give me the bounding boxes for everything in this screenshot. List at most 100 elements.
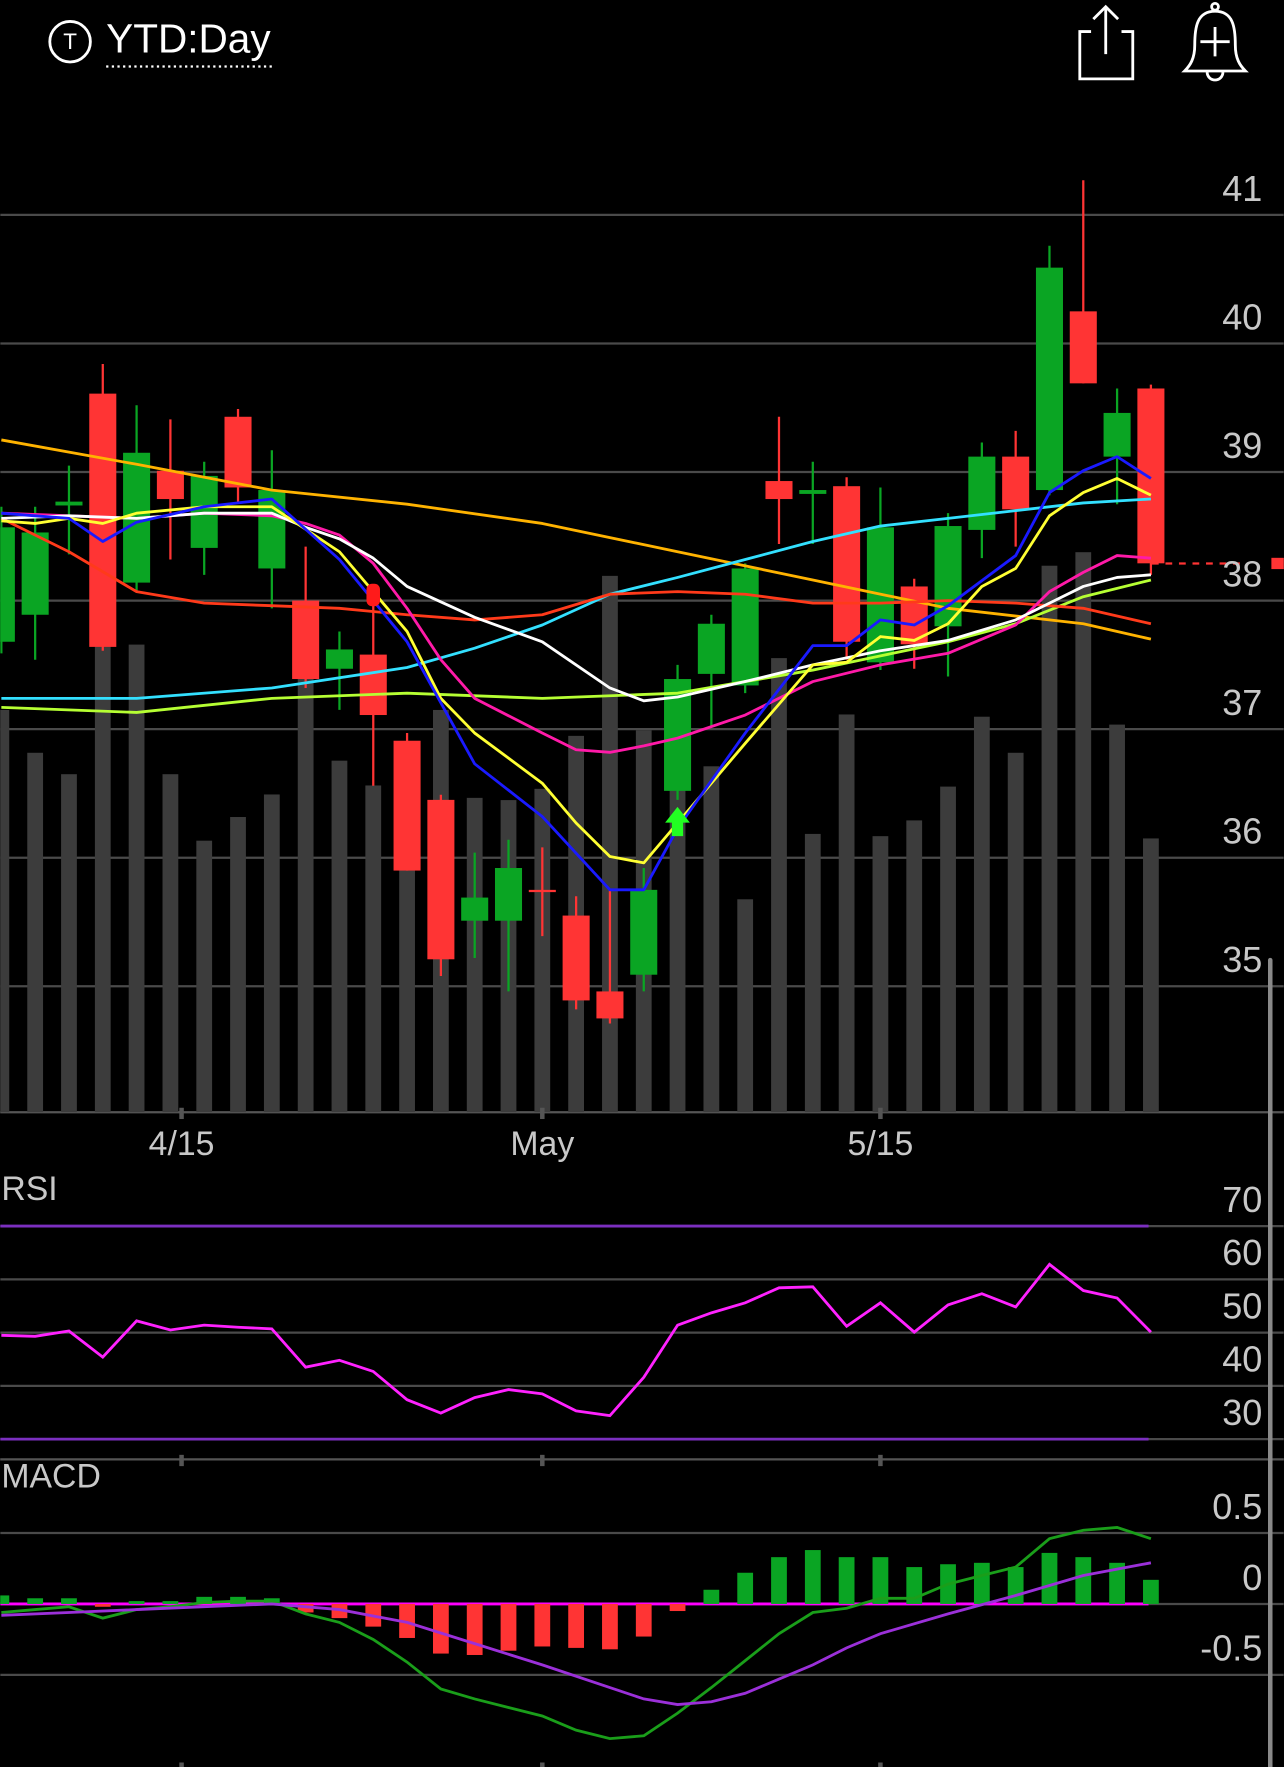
- macd-histogram-bar: [1041, 1552, 1058, 1604]
- volume-bar: [230, 817, 246, 1113]
- sell-signal-marker: [366, 583, 380, 607]
- candle-body: [55, 501, 83, 506]
- candle-body: [1002, 456, 1030, 510]
- volume-bar: [973, 716, 990, 1113]
- candle-body: [562, 915, 590, 1001]
- timeframe-title[interactable]: YTD:Day: [106, 15, 271, 61]
- macd-histogram-bar: [331, 1603, 348, 1619]
- candle-body: [224, 416, 252, 488]
- macd-histogram-bar: [500, 1603, 517, 1651]
- moving-average-line: [1, 497, 1151, 700]
- candle-body: [596, 991, 624, 1019]
- volume-bar: [331, 760, 348, 1113]
- volume-bar: [771, 658, 787, 1113]
- volume-bar: [534, 788, 551, 1113]
- y-tick-label: 40: [1222, 296, 1262, 337]
- moving-average-line: [1, 438, 1152, 641]
- macd-histogram-bar: [669, 1603, 686, 1612]
- y-tick-label: 38: [1222, 553, 1262, 594]
- candle-body: [731, 568, 759, 686]
- candle-body: [1035, 267, 1063, 491]
- macd-histogram-bar: [906, 1567, 923, 1604]
- moving-average-line: [1, 455, 1152, 892]
- volume-bar: [940, 786, 956, 1113]
- candle-body: [292, 600, 320, 680]
- moving-average-line: [1, 511, 1152, 754]
- macd-line: [1, 1561, 1152, 1706]
- volume-bar: [1109, 724, 1125, 1113]
- macd-histogram-bar: [703, 1589, 720, 1604]
- macd-panel: [0, 1525, 1284, 1741]
- candle-body: [156, 470, 184, 500]
- volume-bar: [804, 833, 821, 1113]
- rsi-panel: [0, 1224, 1284, 1441]
- rsi-line: [1, 1262, 1152, 1418]
- macd-histogram-bar: [0, 1595, 10, 1604]
- macd-histogram-bar: [94, 1603, 111, 1607]
- volume-bar: [94, 631, 111, 1113]
- volume-bar: [27, 752, 44, 1113]
- x-tick-label: May: [510, 1125, 574, 1163]
- macd-histogram-bar: [432, 1603, 449, 1654]
- candle-body: [1137, 388, 1165, 564]
- volume-bar: [128, 644, 145, 1113]
- macd-histogram-bar: [399, 1603, 415, 1638]
- y-tick-label: 40: [1222, 1339, 1262, 1380]
- candle-body: [1103, 412, 1131, 457]
- candle-body: [393, 740, 421, 871]
- macd-histogram-bar: [1143, 1579, 1159, 1604]
- buy-signal-marker: [665, 806, 690, 837]
- volume-bar: [1143, 838, 1159, 1113]
- volume-bar: [1041, 565, 1058, 1113]
- y-tick-label: 37: [1222, 682, 1262, 723]
- macd-histogram-bar: [838, 1557, 855, 1604]
- y-tick-label: 0.5: [1212, 1486, 1262, 1527]
- candle-body: [21, 532, 49, 615]
- macd-histogram-bar: [196, 1596, 213, 1604]
- candle-body: [0, 527, 15, 642]
- y-tick-label: 0: [1242, 1557, 1262, 1598]
- last-price-marker: [1271, 557, 1284, 570]
- candle-body: [325, 649, 353, 669]
- y-tick-label: 60: [1222, 1232, 1262, 1273]
- y-tick-label: 70: [1222, 1179, 1262, 1220]
- candle-body: [258, 490, 286, 569]
- volume-bar: [162, 774, 179, 1113]
- volume-bar: [838, 714, 855, 1113]
- share-button[interactable]: [1078, 4, 1135, 81]
- volume-bar: [0, 709, 10, 1113]
- x-tick-label: 5/15: [848, 1125, 914, 1163]
- candle-body: [427, 799, 455, 960]
- macd-histogram-bar: [27, 1598, 44, 1604]
- candle-body: [461, 897, 489, 921]
- macd-histogram-bar: [534, 1603, 551, 1647]
- macd-histogram-bar: [804, 1550, 821, 1604]
- candle-body: [799, 490, 827, 494]
- macd-histogram-bar: [297, 1603, 314, 1613]
- alert-button[interactable]: [1181, 1, 1249, 82]
- macd-histogram-bar: [1109, 1562, 1125, 1604]
- volume-bar: [1075, 552, 1092, 1113]
- candle-body: [528, 889, 556, 893]
- macd-histogram-bar: [1075, 1557, 1092, 1604]
- macd-histogram-bar: [635, 1603, 652, 1637]
- macd-histogram-bar: [128, 1601, 145, 1604]
- y-tick-label: 50: [1222, 1285, 1262, 1326]
- candle-body: [359, 654, 387, 716]
- volume-bar: [669, 788, 686, 1113]
- macd-histogram-bar: [737, 1572, 754, 1604]
- y-tick-label: 41: [1222, 168, 1262, 209]
- ticker-icon[interactable]: [48, 20, 92, 64]
- volume-bar: [61, 774, 77, 1113]
- y-tick-label: 30: [1222, 1392, 1262, 1433]
- volume-bar: [906, 820, 923, 1113]
- moving-average-line: [0, 517, 1152, 626]
- macd-histogram-bar: [466, 1603, 483, 1655]
- panel-title: RSI: [1, 1170, 57, 1208]
- macd-histogram-bar: [61, 1598, 77, 1604]
- candle-body: [630, 889, 658, 975]
- panel-title: MACD: [1, 1457, 101, 1495]
- volume-bar: [365, 785, 382, 1113]
